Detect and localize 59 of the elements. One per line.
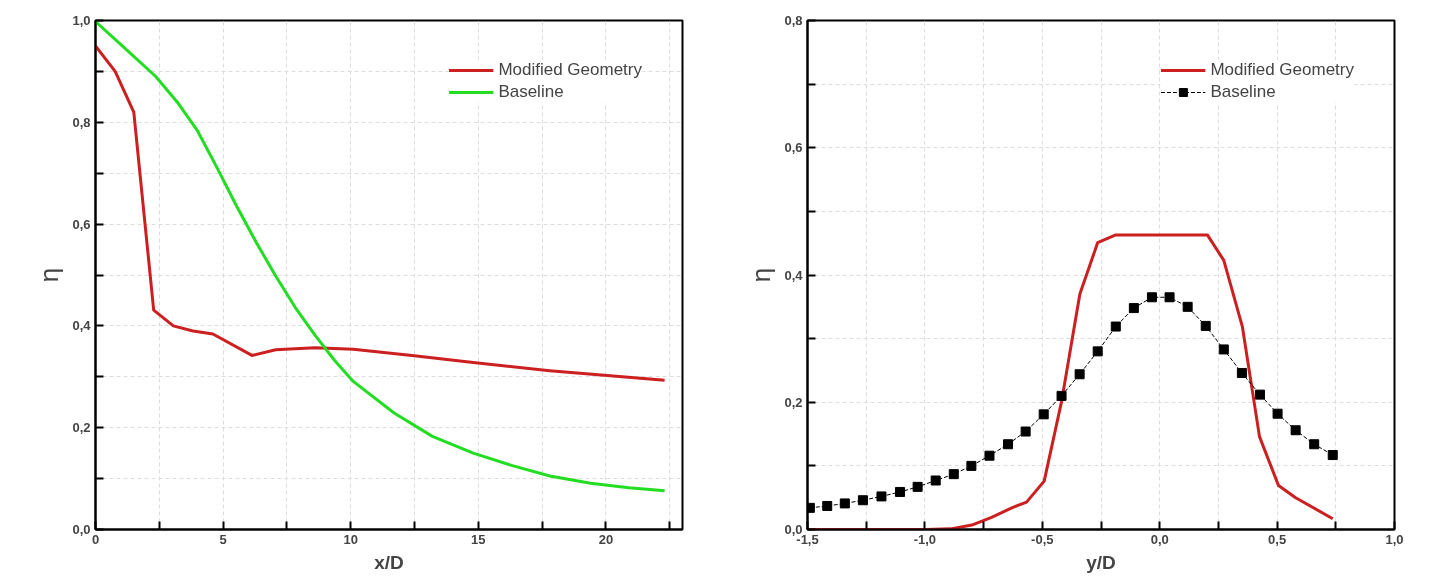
point [1092,346,1103,357]
point [1309,439,1320,450]
point [984,450,995,461]
legend-label: Baseline [498,82,564,102]
y-tick-label: 1,0 [72,13,91,28]
y-tick-label: 0,6 [784,140,803,156]
x-tick-label: 0,0 [1150,531,1169,547]
point [1074,369,1085,380]
point [1164,292,1175,303]
line-series [95,44,667,382]
x-tick-label: 10 [343,531,358,547]
x-tick-label: 15 [471,531,486,547]
point [930,475,941,486]
legend-label: Baseline [1210,82,1276,102]
point [1038,409,1049,420]
x-tick-label: -1,0 [913,531,937,547]
legend-label: Modified Geometry [1210,60,1354,80]
point [1272,408,1283,419]
y-tick-label: 0,4 [784,267,804,283]
point [1128,303,1139,314]
point [1254,389,1265,400]
legend-label: Modified Geometry [498,60,642,80]
x-tick-label: 5 [219,531,227,547]
line-series [95,20,667,493]
y-tick-label: 0,2 [784,394,803,410]
y-axis-title: η [34,267,65,283]
point [1327,450,1338,461]
x-tick-label: 1,0 [1385,531,1404,547]
point [1003,439,1014,450]
point [822,500,833,511]
x-axis-title: y/D [1086,551,1116,573]
point [895,486,906,497]
point [1110,321,1121,332]
y-tick-label: 0,2 [72,420,91,436]
point [857,495,868,506]
point [1146,292,1157,303]
point [1020,426,1031,437]
y-tick-label: 0,8 [784,13,803,28]
x-axis-title: x/D [374,551,404,573]
x-tick-label: 20 [598,531,614,547]
x-tick-label: -0,5 [1031,531,1054,547]
point [1290,425,1301,436]
point [1218,344,1229,355]
point [948,469,959,480]
x-tick-label: 0,5 [1268,531,1287,547]
point [966,460,977,471]
y-tick-label: 0,6 [72,216,91,232]
x-tick-label: 0 [91,531,100,547]
point [876,491,887,502]
point [1182,301,1193,312]
y-axis-title: η [746,267,777,283]
y-tick-label: 0,8 [72,114,91,130]
point [839,498,850,509]
line-series [807,233,1335,530]
point [1236,367,1247,378]
point [1200,320,1211,331]
point [1056,390,1067,401]
point [912,481,923,492]
y-tick-label: 0,4 [72,318,92,334]
